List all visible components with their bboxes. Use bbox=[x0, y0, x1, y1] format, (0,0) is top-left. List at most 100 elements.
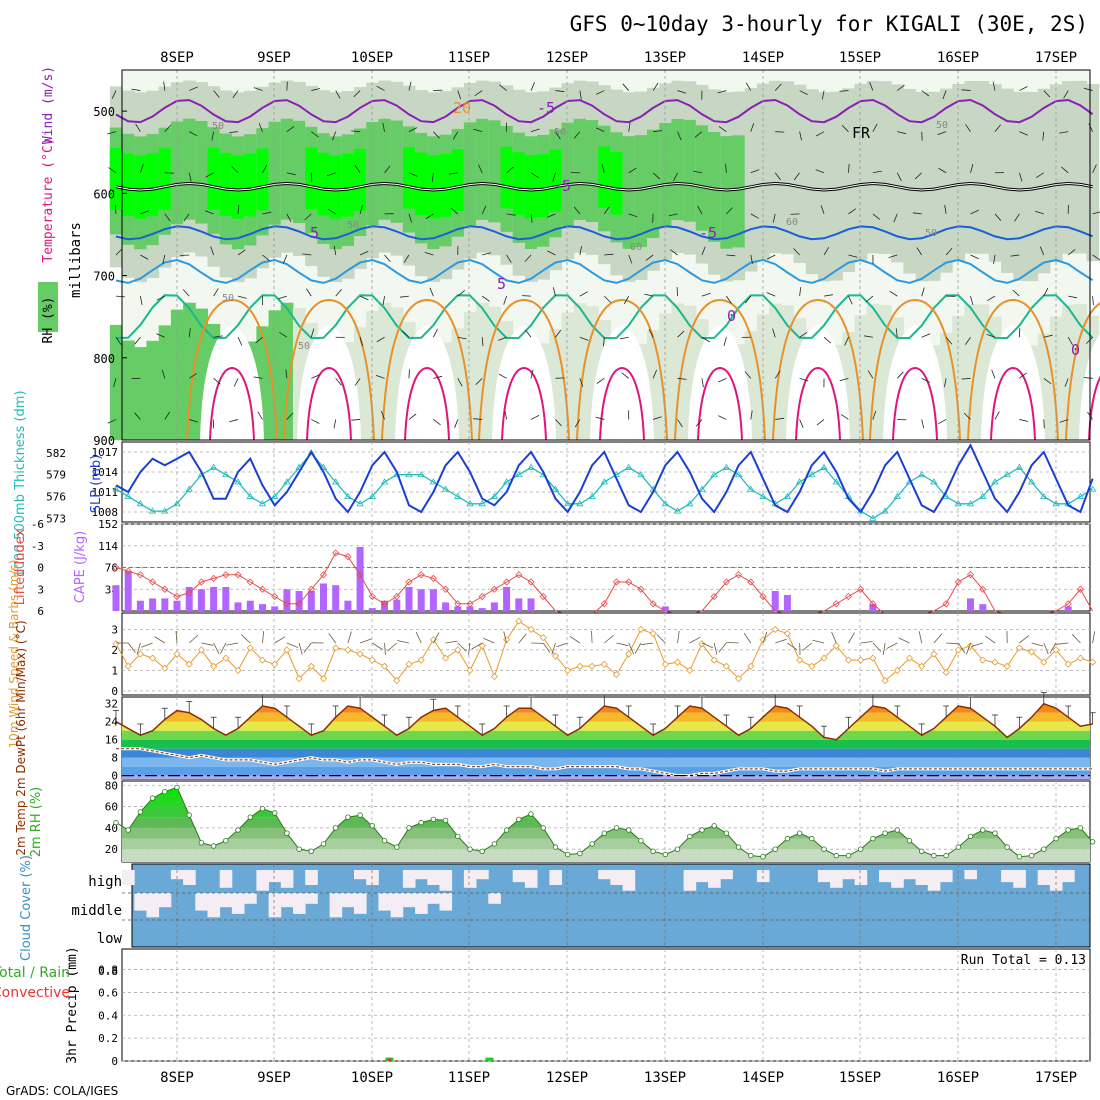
wind-barb bbox=[718, 126, 727, 132]
rh-band-low bbox=[659, 313, 672, 440]
wind-barb bbox=[310, 172, 313, 182]
rh-band-grey bbox=[878, 81, 892, 254]
precip-total-bar bbox=[485, 1057, 494, 1061]
thickness-point bbox=[979, 492, 987, 499]
wind10m-barb bbox=[1092, 631, 1096, 644]
wind-barb bbox=[253, 376, 263, 379]
wind10m-point bbox=[283, 646, 291, 654]
cloud-block bbox=[378, 893, 392, 911]
li-point bbox=[600, 600, 608, 608]
temp-contour-25 bbox=[795, 366, 841, 441]
contour-label: 0 bbox=[727, 307, 736, 325]
rh-band-mid bbox=[268, 121, 282, 225]
cloud-block bbox=[598, 870, 611, 880]
wind10m-point bbox=[1040, 658, 1048, 666]
wind-barb bbox=[677, 377, 687, 380]
wind-barb bbox=[574, 419, 581, 428]
wind-barb bbox=[188, 172, 192, 182]
li-point bbox=[490, 585, 498, 593]
date-label-bottom: 16SEP bbox=[937, 1070, 979, 1086]
date-label-bottom: 11SEP bbox=[448, 1070, 490, 1086]
wind-barb bbox=[774, 172, 781, 181]
li-point bbox=[149, 578, 157, 586]
wind-barb bbox=[1010, 254, 1020, 257]
temp-contour-25 bbox=[209, 366, 255, 441]
wind-barb bbox=[530, 128, 540, 133]
cape-tick-label: 114 bbox=[98, 540, 118, 553]
thickness-point bbox=[185, 485, 193, 492]
wind-barb bbox=[503, 295, 508, 305]
wind10m-point bbox=[771, 625, 779, 633]
wind-barb bbox=[961, 89, 971, 91]
cloud-ylabel: Cloud Cover (%) bbox=[19, 855, 34, 961]
wind-barb bbox=[107, 131, 117, 135]
wind-barb bbox=[311, 88, 321, 91]
cross-section-frame bbox=[121, 69, 1091, 441]
wind10m-point bbox=[905, 654, 914, 662]
wind-barb bbox=[865, 295, 874, 303]
cape-bar bbox=[222, 587, 230, 611]
wind-barb bbox=[718, 377, 727, 383]
cape-bar bbox=[124, 570, 132, 611]
rh-band-dark bbox=[158, 148, 172, 210]
thickness-line bbox=[115, 451, 1093, 520]
cloud-level-label: high bbox=[88, 874, 122, 890]
wind10m-barb bbox=[726, 642, 739, 644]
wind-barb bbox=[821, 90, 825, 100]
wind-barb bbox=[408, 413, 417, 420]
contour-label: -5 bbox=[699, 224, 717, 242]
wind10m-barb bbox=[918, 631, 923, 644]
wind10m-point bbox=[454, 646, 462, 654]
wind-barb bbox=[695, 419, 703, 427]
wind-barb bbox=[579, 336, 589, 341]
wind-barb bbox=[302, 253, 312, 256]
wind10m-ylabel: 10m Wind Speed & Barbs (m/s) bbox=[7, 560, 21, 749]
wind-barb bbox=[823, 336, 832, 344]
wind10m-barb bbox=[347, 631, 352, 644]
wind-barb bbox=[257, 411, 263, 420]
wind-barb bbox=[107, 419, 117, 424]
wind-barb bbox=[530, 369, 534, 379]
cloud-block bbox=[488, 893, 501, 904]
precip-frame bbox=[121, 948, 1091, 1062]
temp2m-tick-label: 0 bbox=[111, 770, 118, 783]
li-point bbox=[454, 600, 462, 608]
thickness-point bbox=[563, 500, 572, 507]
rh2m-point bbox=[723, 830, 730, 836]
wind-barb bbox=[897, 84, 905, 91]
wind-barb bbox=[113, 378, 117, 388]
wind10m-barb bbox=[226, 642, 239, 646]
rh-band-grey bbox=[781, 81, 795, 255]
thickness-tick-label: 579 bbox=[46, 469, 66, 482]
thickness-point bbox=[673, 507, 682, 514]
precip-ylabel: 3hr Precip (mm) bbox=[65, 946, 80, 1063]
rh-band-mid bbox=[366, 122, 379, 226]
wind-barb bbox=[359, 337, 363, 347]
rh2m-point bbox=[784, 835, 791, 842]
wind-barb bbox=[384, 254, 391, 263]
wind-barb bbox=[140, 254, 149, 260]
rh-band-grey bbox=[1025, 91, 1039, 282]
wind10m-barb bbox=[762, 631, 768, 644]
wind-barb bbox=[506, 213, 516, 216]
contour-label: 50 bbox=[222, 293, 234, 304]
temp-contour-20 bbox=[1065, 302, 1100, 441]
wind10m-barb bbox=[303, 642, 312, 653]
wind10m-barb bbox=[384, 642, 386, 656]
cape-bar bbox=[869, 604, 877, 611]
wind-barb bbox=[993, 254, 996, 264]
wind-barb bbox=[115, 336, 122, 345]
thickness-point bbox=[417, 470, 425, 478]
wind-barb bbox=[156, 333, 165, 338]
thickness-point bbox=[1003, 470, 1011, 478]
cape-bar bbox=[149, 598, 157, 611]
wind-barb bbox=[725, 163, 727, 173]
cloud-block bbox=[427, 870, 440, 885]
wind-barb bbox=[677, 90, 687, 94]
wind-barb bbox=[963, 412, 971, 420]
rh-shading bbox=[109, 80, 1100, 440]
cloud-block bbox=[427, 893, 440, 904]
rh2m-point bbox=[491, 841, 498, 847]
wind-barb bbox=[135, 123, 141, 132]
contour-label: -5 bbox=[553, 177, 571, 195]
